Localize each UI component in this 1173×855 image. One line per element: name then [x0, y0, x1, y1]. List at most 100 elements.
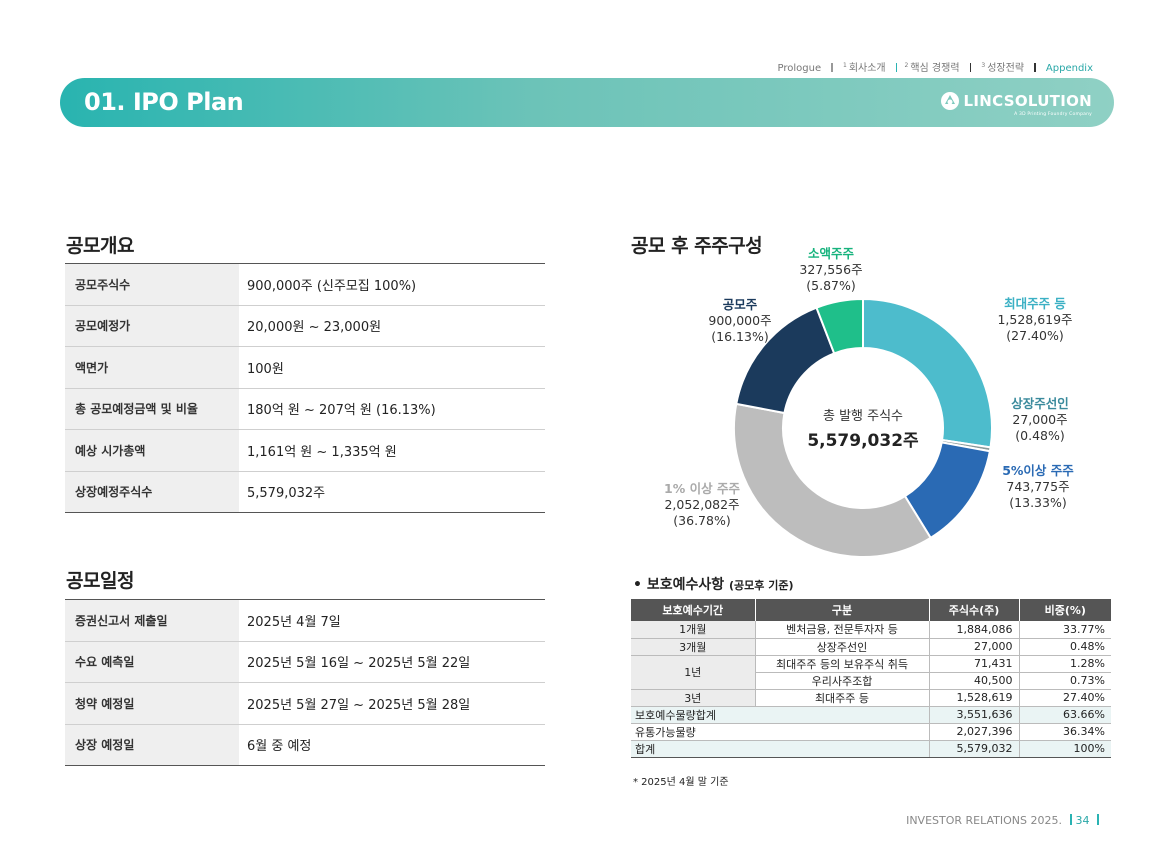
cell-shares: 5,579,032 [929, 740, 1020, 758]
table-row: 1년 최대주주 등의 보유주식 취득 71,431 1.28% [631, 655, 1111, 690]
table-row: 예상 시가총액 1,161억 원 ~ 1,335억 원 [65, 430, 545, 472]
col-header: 보호예수기간 [631, 599, 756, 621]
slice-pct: (16.13%) [711, 329, 769, 344]
row-key: 청약 예정일 [65, 683, 239, 724]
cell-category: 벤처금융, 전문투자자 등 [755, 621, 930, 639]
lockup-title-sub: (공모후 기준) [728, 579, 794, 592]
table-row-tradable: 유통가능물량 2,027,396 36.34% [631, 723, 1111, 741]
cell-period: 3개월 [631, 638, 756, 656]
slice-name: 소액주주 [807, 246, 854, 261]
cell-shares: 3,551,636 [929, 706, 1020, 724]
table-row: 수요 예측일 2025년 5월 16일 ~ 2025년 5월 22일 [65, 641, 545, 683]
table-row: 증권신고서 제출일 2025년 4월 7일 [65, 600, 545, 642]
row-key: 증권신고서 제출일 [65, 600, 239, 641]
footer-divider [1069, 814, 1072, 825]
slice-pct: (27.40%) [1006, 328, 1064, 343]
table-row: 상장 예정일 6월 중 예정 [65, 724, 545, 766]
cell-shares: 40,500 [929, 672, 1020, 690]
cell-category: 최대주주 등 [755, 689, 930, 707]
nav-company-intro[interactable]: 회사소개 [848, 63, 886, 74]
table-row-grand-total: 합계 5,579,032 100% [631, 740, 1111, 758]
row-key: 상장예정주식수 [65, 471, 239, 512]
cell-ratio: 0.73% [1019, 672, 1111, 690]
table-row: 공모주식수 900,000주 (신주모집 100%) [65, 264, 545, 306]
slice-pct: (5.87%) [806, 278, 856, 293]
cell-total-label: 유통가능물량 [631, 723, 930, 741]
slice-label-underwriter: 상장주선인 27,000주 (0.48%) [985, 396, 1095, 444]
col-header: 비중(%) [1019, 599, 1111, 621]
nav-separator [1034, 63, 1036, 72]
slice-label-ipo-shares: 공모주 900,000주 (16.13%) [685, 297, 795, 345]
cell-ratio: 33.77% [1019, 621, 1111, 639]
row-key: 총 공모예정금액 및 비율 [65, 388, 239, 429]
nav-growth-strategy[interactable]: 성장전략 [987, 63, 1025, 74]
row-key: 상장 예정일 [65, 724, 239, 765]
col-header: 주식수(주) [929, 599, 1020, 621]
cell-shares: 1,884,086 [929, 621, 1020, 639]
table-row-total-lockup: 보호예수물량합계 3,551,636 63.66% [631, 706, 1111, 724]
row-key: 공모예정가 [65, 305, 239, 346]
lockup-title-text: 보호예수사항 [646, 577, 725, 593]
nav-separator [895, 63, 898, 72]
slice-shares: 27,000주 [1012, 412, 1068, 427]
nav-separator [969, 63, 972, 72]
schedule-table: 증권신고서 제출일 2025년 4월 7일 수요 예측일 2025년 5월 16일 … [65, 599, 545, 766]
overview-heading: 공모개요 [66, 235, 134, 257]
table-row: 액면가 100원 [65, 347, 545, 389]
logo-mark-icon [940, 92, 959, 110]
slice-name: 상장주선인 [1011, 396, 1069, 411]
donut-slice-1pct-holders [733, 402, 933, 558]
slice-name: 최대주주 등 [1004, 296, 1066, 311]
slice-shares: 743,775주 [1006, 479, 1070, 494]
chart-heading: 공모 후 주주구성 [631, 235, 763, 257]
row-value: 2025년 5월 27일 ~ 2025년 5월 28일 [247, 697, 471, 713]
chart-center: 총 발행 주식수 5,579,032주 [763, 405, 963, 451]
cell-shares: 1,528,619 [929, 689, 1020, 707]
slice-name: 공모주 [722, 297, 758, 312]
slice-label-largest-shareholder: 최대주주 등 1,528,619주 (27.40%) [960, 296, 1110, 344]
donut-slice-largest-shareholder [862, 297, 993, 449]
brand-tagline: A 3D Printing Foundry Company [1014, 112, 1092, 117]
company-logo: LINCSOLUTION A 3D Printing Foundry Compa… [940, 91, 1092, 117]
nav-separator [831, 63, 833, 72]
slice-label-5pct-holders: 5%이상 주주 743,775주 (13.33%) [983, 463, 1093, 511]
table-row: 1개월 벤처금융, 전문투자자 등 1,884,086 33.77% [631, 621, 1111, 639]
lockup-title: • 보호예수사항 (공모후 기준) [633, 577, 794, 593]
cell-category: 우리사주조합 [755, 672, 930, 690]
col-header: 구분 [755, 599, 930, 621]
cell-ratio: 1.28% [1019, 655, 1111, 673]
table-row: 우리사주조합 40,500 0.73% [631, 672, 1111, 690]
table-header-row: 보호예수기간 구분 주식수(주) 비중(%) [631, 599, 1111, 621]
overview-table: 공모주식수 900,000주 (신주모집 100%) 공모예정가 20,000원 ~… [65, 263, 545, 513]
cell-total-label: 합계 [631, 740, 930, 758]
table-row: 총 공모예정금액 및 비율 180억 원 ~ 207억 원 (16.13%) [65, 388, 545, 430]
cell-ratio: 63.66% [1019, 706, 1111, 724]
nav-prologue[interactable]: Prologue [777, 63, 822, 74]
slice-label-minority-holders: 소액주주 327,556주 (5.87%) [776, 246, 886, 294]
cell-ratio: 0.48% [1019, 638, 1111, 656]
slice-shares: 327,556주 [799, 262, 863, 277]
table-row: 상장예정주식수 5,579,032주 [65, 471, 545, 513]
row-key: 예상 시가총액 [65, 430, 239, 471]
table-row: 3개월 상장주선인 27,000 0.48% [631, 638, 1111, 656]
table-row: 청약 예정일 2025년 5월 27일 ~ 2025년 5월 28일 [65, 683, 545, 725]
center-value: 5,579,032주 [807, 431, 919, 451]
cell-shares: 71,431 [929, 655, 1020, 673]
row-value: 2025년 4월 7일 [247, 614, 341, 630]
nav-item3-number: 3 [981, 62, 986, 69]
cell-ratio: 36.34% [1019, 723, 1111, 741]
row-value: 180억 원 ~ 207억 원 (16.13%) [247, 403, 436, 419]
slice-pct: (13.33%) [1009, 495, 1067, 510]
cell-shares: 2,027,396 [929, 723, 1020, 741]
schedule-heading: 공모일정 [66, 570, 134, 592]
nav-core-competency[interactable]: 핵심 경쟁력 [910, 63, 960, 74]
row-value: 900,000주 (신주모집 100%) [247, 278, 417, 294]
cell-ratio: 100% [1019, 740, 1111, 758]
row-value: 2025년 5월 16일 ~ 2025년 5월 22일 [247, 656, 471, 672]
row-value: 1,161억 원 ~ 1,335억 원 [247, 444, 397, 460]
slice-name: 1% 이상 주주 [664, 481, 740, 496]
row-key: 액면가 [65, 347, 239, 388]
nav-appendix[interactable]: Appendix [1045, 63, 1093, 74]
footer-text: INVESTOR RELATIONS 2025. [906, 814, 1062, 827]
donut-slice-minority-holders [815, 297, 864, 355]
